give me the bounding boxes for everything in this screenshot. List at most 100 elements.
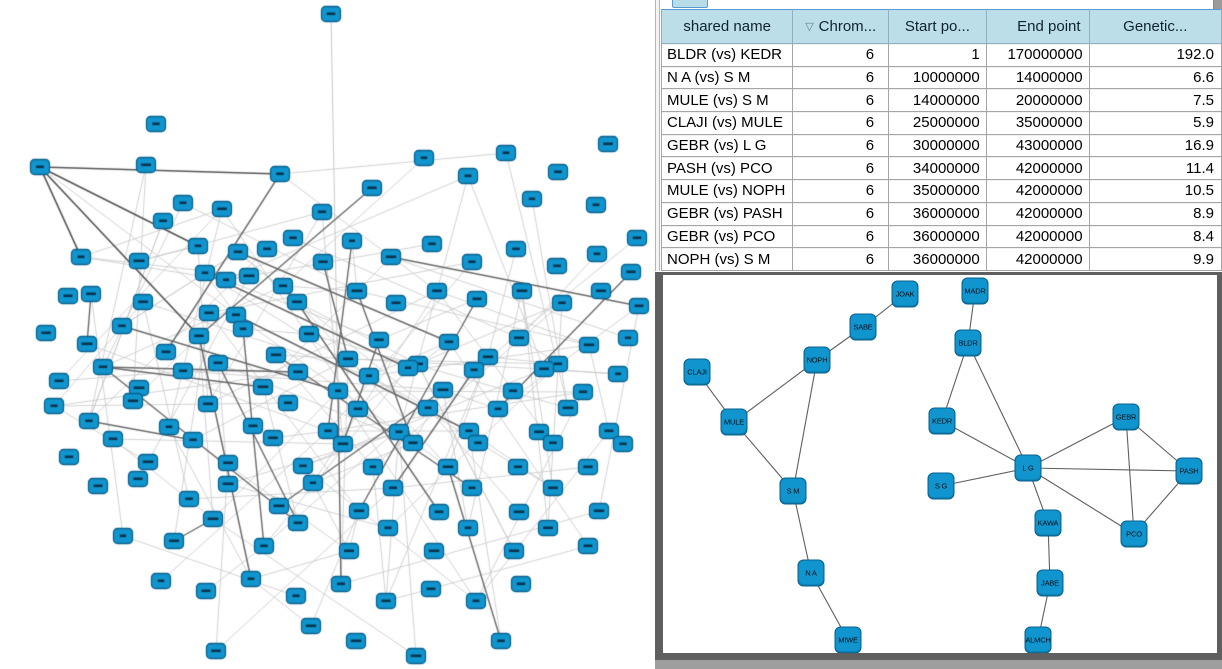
filter-funnel-icon: ▽	[805, 21, 814, 33]
network-node-l-g[interactable]: L G	[1014, 454, 1042, 482]
large-network-panel[interactable]	[0, 0, 652, 669]
table-cell[interactable]: 6	[792, 247, 890, 271]
column-header-chromosome[interactable]: ▽ Chrom...	[792, 9, 890, 44]
table-cell[interactable]: GEBR (vs) PCO	[660, 224, 794, 249]
column-header-shared-name[interactable]: shared name	[660, 9, 794, 44]
column-header-label: Start po...	[904, 18, 970, 35]
table-cell[interactable]: MULE (vs) NOPH	[660, 179, 794, 203]
table-cell[interactable]: 16.9	[1088, 133, 1222, 158]
column-header-label: End point	[1017, 18, 1081, 35]
table-cell[interactable]: 35000000	[985, 111, 1090, 135]
large-network-canvas[interactable]	[0, 0, 652, 669]
table-cell[interactable]: 6.6	[1088, 65, 1222, 90]
table-cell[interactable]: 6	[792, 43, 890, 67]
table-cell[interactable]: 35000000	[888, 179, 987, 203]
table-cell[interactable]: 10.5	[1088, 179, 1222, 203]
network-node-pco[interactable]: PCO	[1120, 520, 1148, 548]
table-row[interactable]: GEBR (vs) L G 6 30000000 43000000 16.9	[660, 133, 1222, 158]
table-cell[interactable]: 5.9	[1088, 111, 1222, 135]
table-row[interactable]: BLDR (vs) KEDR 6 1 170000000 192.0	[660, 43, 1222, 67]
table-cell[interactable]: 1	[888, 43, 987, 67]
table-cell[interactable]: 8.4	[1088, 224, 1222, 249]
table-row[interactable]: MULE (vs) S M 6 14000000 20000000 7.5	[660, 88, 1222, 113]
table-cell[interactable]: 20000000	[985, 88, 1090, 113]
network-node-kedr[interactable]: KEDR	[928, 407, 956, 435]
table-cell[interactable]: 14000000	[888, 88, 987, 113]
table-cell[interactable]: 42000000	[985, 179, 1090, 203]
table-cell[interactable]: 6	[792, 65, 890, 90]
window-edge	[655, 660, 1222, 669]
table-row[interactable]: NOPH (vs) S M 6 36000000 42000000 9.9	[660, 247, 1222, 271]
table-cell[interactable]: GEBR (vs) PASH	[660, 201, 794, 226]
network-node-miwe[interactable]: MIWE	[834, 626, 862, 653]
table-row[interactable]: GEBR (vs) PASH 6 36000000 42000000 8.9	[660, 201, 1222, 226]
table-cell[interactable]: 36000000	[888, 201, 987, 226]
table-cell[interactable]: 34000000	[888, 156, 987, 181]
table-cell[interactable]: 6	[792, 88, 890, 113]
network-node-n-a[interactable]: N A	[797, 559, 825, 587]
network-node-noph[interactable]: NOPH	[803, 346, 831, 374]
table-header-row: shared name ▽ Chrom... Start po... End po…	[660, 9, 1222, 44]
table-cell[interactable]: PASH (vs) PCO	[660, 156, 794, 181]
network-node-joak[interactable]: JOAK	[891, 280, 919, 308]
table-cell[interactable]: 6	[792, 224, 890, 249]
table-cell[interactable]: 42000000	[985, 224, 1090, 249]
network-node-pash[interactable]: PASH	[1175, 457, 1203, 485]
table-cell[interactable]: 36000000	[888, 224, 987, 249]
table-cell[interactable]: 42000000	[985, 201, 1090, 226]
table-cell[interactable]: 6	[792, 111, 890, 135]
table-cell[interactable]: 30000000	[888, 133, 987, 158]
table-cell[interactable]: 10000000	[888, 65, 987, 90]
table-cell[interactable]: 6	[792, 179, 890, 203]
column-header-genetic-distance[interactable]: Genetic...	[1088, 9, 1222, 44]
table-cell[interactable]: CLAJI (vs) MULE	[660, 111, 794, 135]
subnetwork-view[interactable]: JOAK SABE NOPH CLAJI MULE S M N A MIWE MADR BLDR K…	[663, 275, 1217, 653]
network-node-s-m[interactable]: S M	[779, 477, 807, 505]
network-node-gebr[interactable]: GEBR	[1112, 403, 1140, 431]
column-header-end-point[interactable]: End point	[985, 9, 1090, 44]
table-row[interactable]: MULE (vs) NOPH 6 35000000 42000000 10.5	[660, 179, 1222, 203]
table-cell[interactable]: 42000000	[985, 156, 1090, 181]
table-cell[interactable]: 9.9	[1088, 247, 1222, 271]
table-cell[interactable]: 6	[792, 156, 890, 181]
table-cell[interactable]: 14000000	[985, 65, 1090, 90]
network-node-jabe[interactable]: JABE	[1036, 569, 1064, 597]
network-node-s-g[interactable]: S G	[927, 472, 955, 500]
table-cell[interactable]: 36000000	[888, 247, 987, 271]
network-node-madr[interactable]: MADR	[961, 277, 989, 305]
network-node-kawa[interactable]: KAWA	[1034, 509, 1062, 537]
table-cell[interactable]: 6	[792, 133, 890, 158]
column-header-label: Genetic...	[1123, 18, 1188, 35]
table-cell[interactable]: 170000000	[985, 43, 1090, 67]
edge-table-panel: shared name ▽ Chrom... Start po... End po…	[655, 0, 1222, 271]
column-header-label: shared name	[683, 18, 771, 35]
table-cell[interactable]: 11.4	[1088, 156, 1222, 181]
edge-attribute-table: shared name ▽ Chrom... Start po... End po…	[660, 9, 1222, 271]
table-cell[interactable]: BLDR (vs) KEDR	[660, 43, 794, 67]
table-cell[interactable]: NOPH (vs) S M	[660, 247, 794, 271]
network-node-bldr[interactable]: BLDR	[954, 329, 982, 357]
table-cell[interactable]: 6	[792, 201, 890, 226]
table-cell[interactable]: 8.9	[1088, 201, 1222, 226]
network-node-claji[interactable]: CLAJI	[683, 358, 711, 386]
table-cell[interactable]: 7.5	[1088, 88, 1222, 113]
table-cell[interactable]: GEBR (vs) L G	[660, 133, 794, 158]
table-row[interactable]: PASH (vs) PCO 6 34000000 42000000 11.4	[660, 156, 1222, 181]
network-node-almch[interactable]: ALMCH	[1024, 626, 1052, 653]
table-row[interactable]: N A (vs) S M 6 10000000 14000000 6.6	[660, 65, 1222, 90]
table-row[interactable]: GEBR (vs) PCO 6 36000000 42000000 8.4	[660, 224, 1222, 249]
table-cell[interactable]: 43000000	[985, 133, 1090, 158]
network-node-mule[interactable]: MULE	[720, 408, 748, 436]
subnetwork-edges	[696, 290, 1190, 641]
network-node-sabe[interactable]: SABE	[849, 313, 877, 341]
table-cell[interactable]: 42000000	[985, 247, 1090, 271]
column-header-label: Chrom...	[818, 18, 877, 35]
table-cell[interactable]: N A (vs) S M	[660, 65, 794, 90]
table-corner-widget[interactable]	[672, 0, 708, 8]
table-row[interactable]: CLAJI (vs) MULE 6 25000000 35000000 5.9	[660, 111, 1222, 135]
column-header-start-position[interactable]: Start po...	[888, 9, 987, 44]
table-cell[interactable]: MULE (vs) S M	[660, 88, 794, 113]
table-cell[interactable]: 25000000	[888, 111, 987, 135]
table-cell[interactable]: 192.0	[1088, 43, 1222, 67]
